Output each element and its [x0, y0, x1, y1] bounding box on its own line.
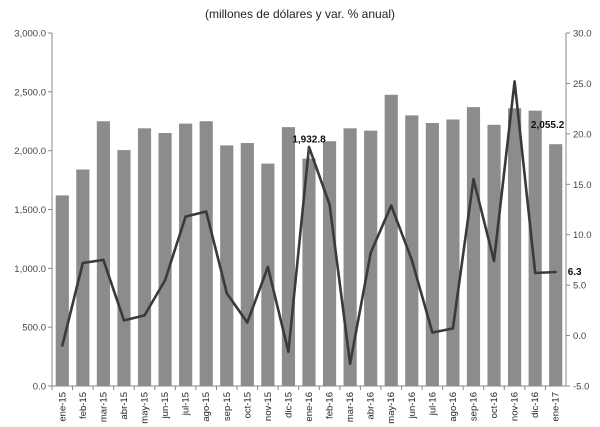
line-point — [266, 265, 270, 269]
line-point — [225, 292, 228, 295]
bar — [446, 119, 460, 387]
x-tick-label: jun-16 — [407, 392, 418, 419]
line-point — [61, 344, 64, 347]
line-point — [205, 210, 208, 213]
x-tick-label: jul-16 — [427, 392, 438, 416]
annotation-label: 6.3 — [568, 267, 582, 278]
line-point — [81, 261, 85, 265]
right-tick-label: 5.0 — [573, 281, 586, 292]
x-tick-label: jul-15 — [181, 392, 192, 416]
bar — [322, 141, 337, 386]
annotation-label: 1,932.8 — [292, 135, 326, 146]
bar — [55, 195, 69, 386]
bar-series — [55, 94, 563, 387]
right-tick-label: -5.0 — [573, 382, 589, 393]
bar — [158, 133, 172, 386]
line-point — [533, 271, 537, 275]
line-point — [410, 258, 413, 262]
line-point — [184, 215, 187, 218]
bar — [179, 123, 193, 386]
left-tick-label: 0.0 — [33, 382, 46, 393]
right-tick-label: 15.0 — [573, 180, 592, 191]
right-axis-ticks: -5.0 0.0 5.0 10.0 15.0 20.0 25.0 30.0 — [566, 29, 592, 393]
x-tick-label: may-16 — [386, 392, 397, 424]
bar — [549, 144, 563, 386]
bar — [405, 115, 419, 386]
x-tick-label: nov-16 — [510, 392, 521, 421]
bar — [76, 169, 90, 386]
x-axis-ticks: ene-15 feb-15 mar-15 abr-15 may-15 jun-15 jul-… — [51, 386, 562, 424]
x-tick-label: feb-16 — [325, 392, 336, 419]
x-tick-label: sep-16 — [468, 392, 479, 421]
x-tick-label: jun-15 — [160, 392, 171, 419]
x-tick-label: sep-15 — [222, 392, 233, 421]
bar — [425, 123, 439, 386]
x-tick-label: ene-15 — [57, 392, 68, 422]
line-point — [513, 80, 516, 83]
right-tick-label: 0.0 — [573, 331, 586, 342]
x-tick-label: may-15 — [140, 392, 151, 424]
bar — [199, 121, 213, 386]
right-tick-label: 10.0 — [573, 230, 592, 241]
bar — [384, 94, 398, 387]
line-point — [390, 204, 393, 207]
line-point — [369, 251, 372, 255]
right-tick-label: 25.0 — [573, 79, 592, 90]
x-tick-label: abr-16 — [366, 392, 377, 419]
annotations: 1,932.8 2,055.2 6.3 — [292, 120, 582, 278]
bar — [220, 145, 234, 386]
annotation-label: 2,055.2 — [531, 120, 565, 131]
line-point — [163, 278, 167, 282]
right-tick-label: 20.0 — [573, 129, 592, 140]
line-point — [472, 178, 475, 181]
left-tick-label: 3,000.0 — [14, 29, 46, 40]
x-tick-label: dic-16 — [530, 392, 541, 418]
bar — [117, 150, 131, 386]
bar — [302, 158, 316, 386]
bar — [240, 143, 254, 386]
left-tick-label: 500.0 — [22, 323, 46, 334]
left-tick-label: 2,000.0 — [14, 146, 46, 157]
left-tick-label: 1,500.0 — [14, 205, 46, 216]
line-point — [246, 321, 249, 324]
line-point — [348, 362, 352, 366]
x-tick-label: abr-15 — [119, 392, 130, 419]
line-point — [431, 331, 434, 334]
line-point — [451, 327, 455, 330]
bar — [137, 128, 152, 386]
x-tick-label: ene-16 — [304, 392, 315, 422]
x-tick-label: ene-17 — [551, 392, 562, 422]
line-point — [102, 258, 105, 262]
bar — [343, 128, 357, 386]
line-point — [143, 314, 146, 317]
x-tick-label: oct-16 — [489, 392, 500, 418]
x-tick-label: oct-15 — [242, 392, 253, 418]
bar — [96, 121, 110, 386]
x-tick-label: mar-15 — [98, 392, 109, 422]
chart-title: (millones de dólares y var. % anual) — [204, 7, 396, 21]
line-point — [328, 203, 331, 206]
bar — [528, 110, 542, 386]
x-tick-label: nov-15 — [263, 392, 274, 421]
bar — [261, 163, 275, 386]
x-tick-label: ago-16 — [448, 392, 459, 422]
line-point — [554, 270, 557, 274]
x-tick-label: mar-16 — [345, 392, 356, 422]
line-point — [287, 350, 290, 353]
x-tick-label: ago-15 — [201, 392, 212, 422]
line-point — [492, 259, 496, 263]
left-tick-label: 2,500.0 — [14, 87, 46, 98]
bar — [508, 108, 522, 386]
x-tick-label: dic-15 — [283, 392, 294, 418]
left-tick-label: 1,000.0 — [14, 264, 46, 275]
line-point — [122, 319, 126, 322]
x-tick-label: feb-15 — [78, 392, 89, 419]
bar — [466, 107, 481, 386]
left-axis-ticks: 0.0 500.0 1,000.0 1,500.0 2,000.0 2,500.0 3,00… — [14, 29, 52, 393]
right-tick-label: 30.0 — [573, 29, 592, 40]
